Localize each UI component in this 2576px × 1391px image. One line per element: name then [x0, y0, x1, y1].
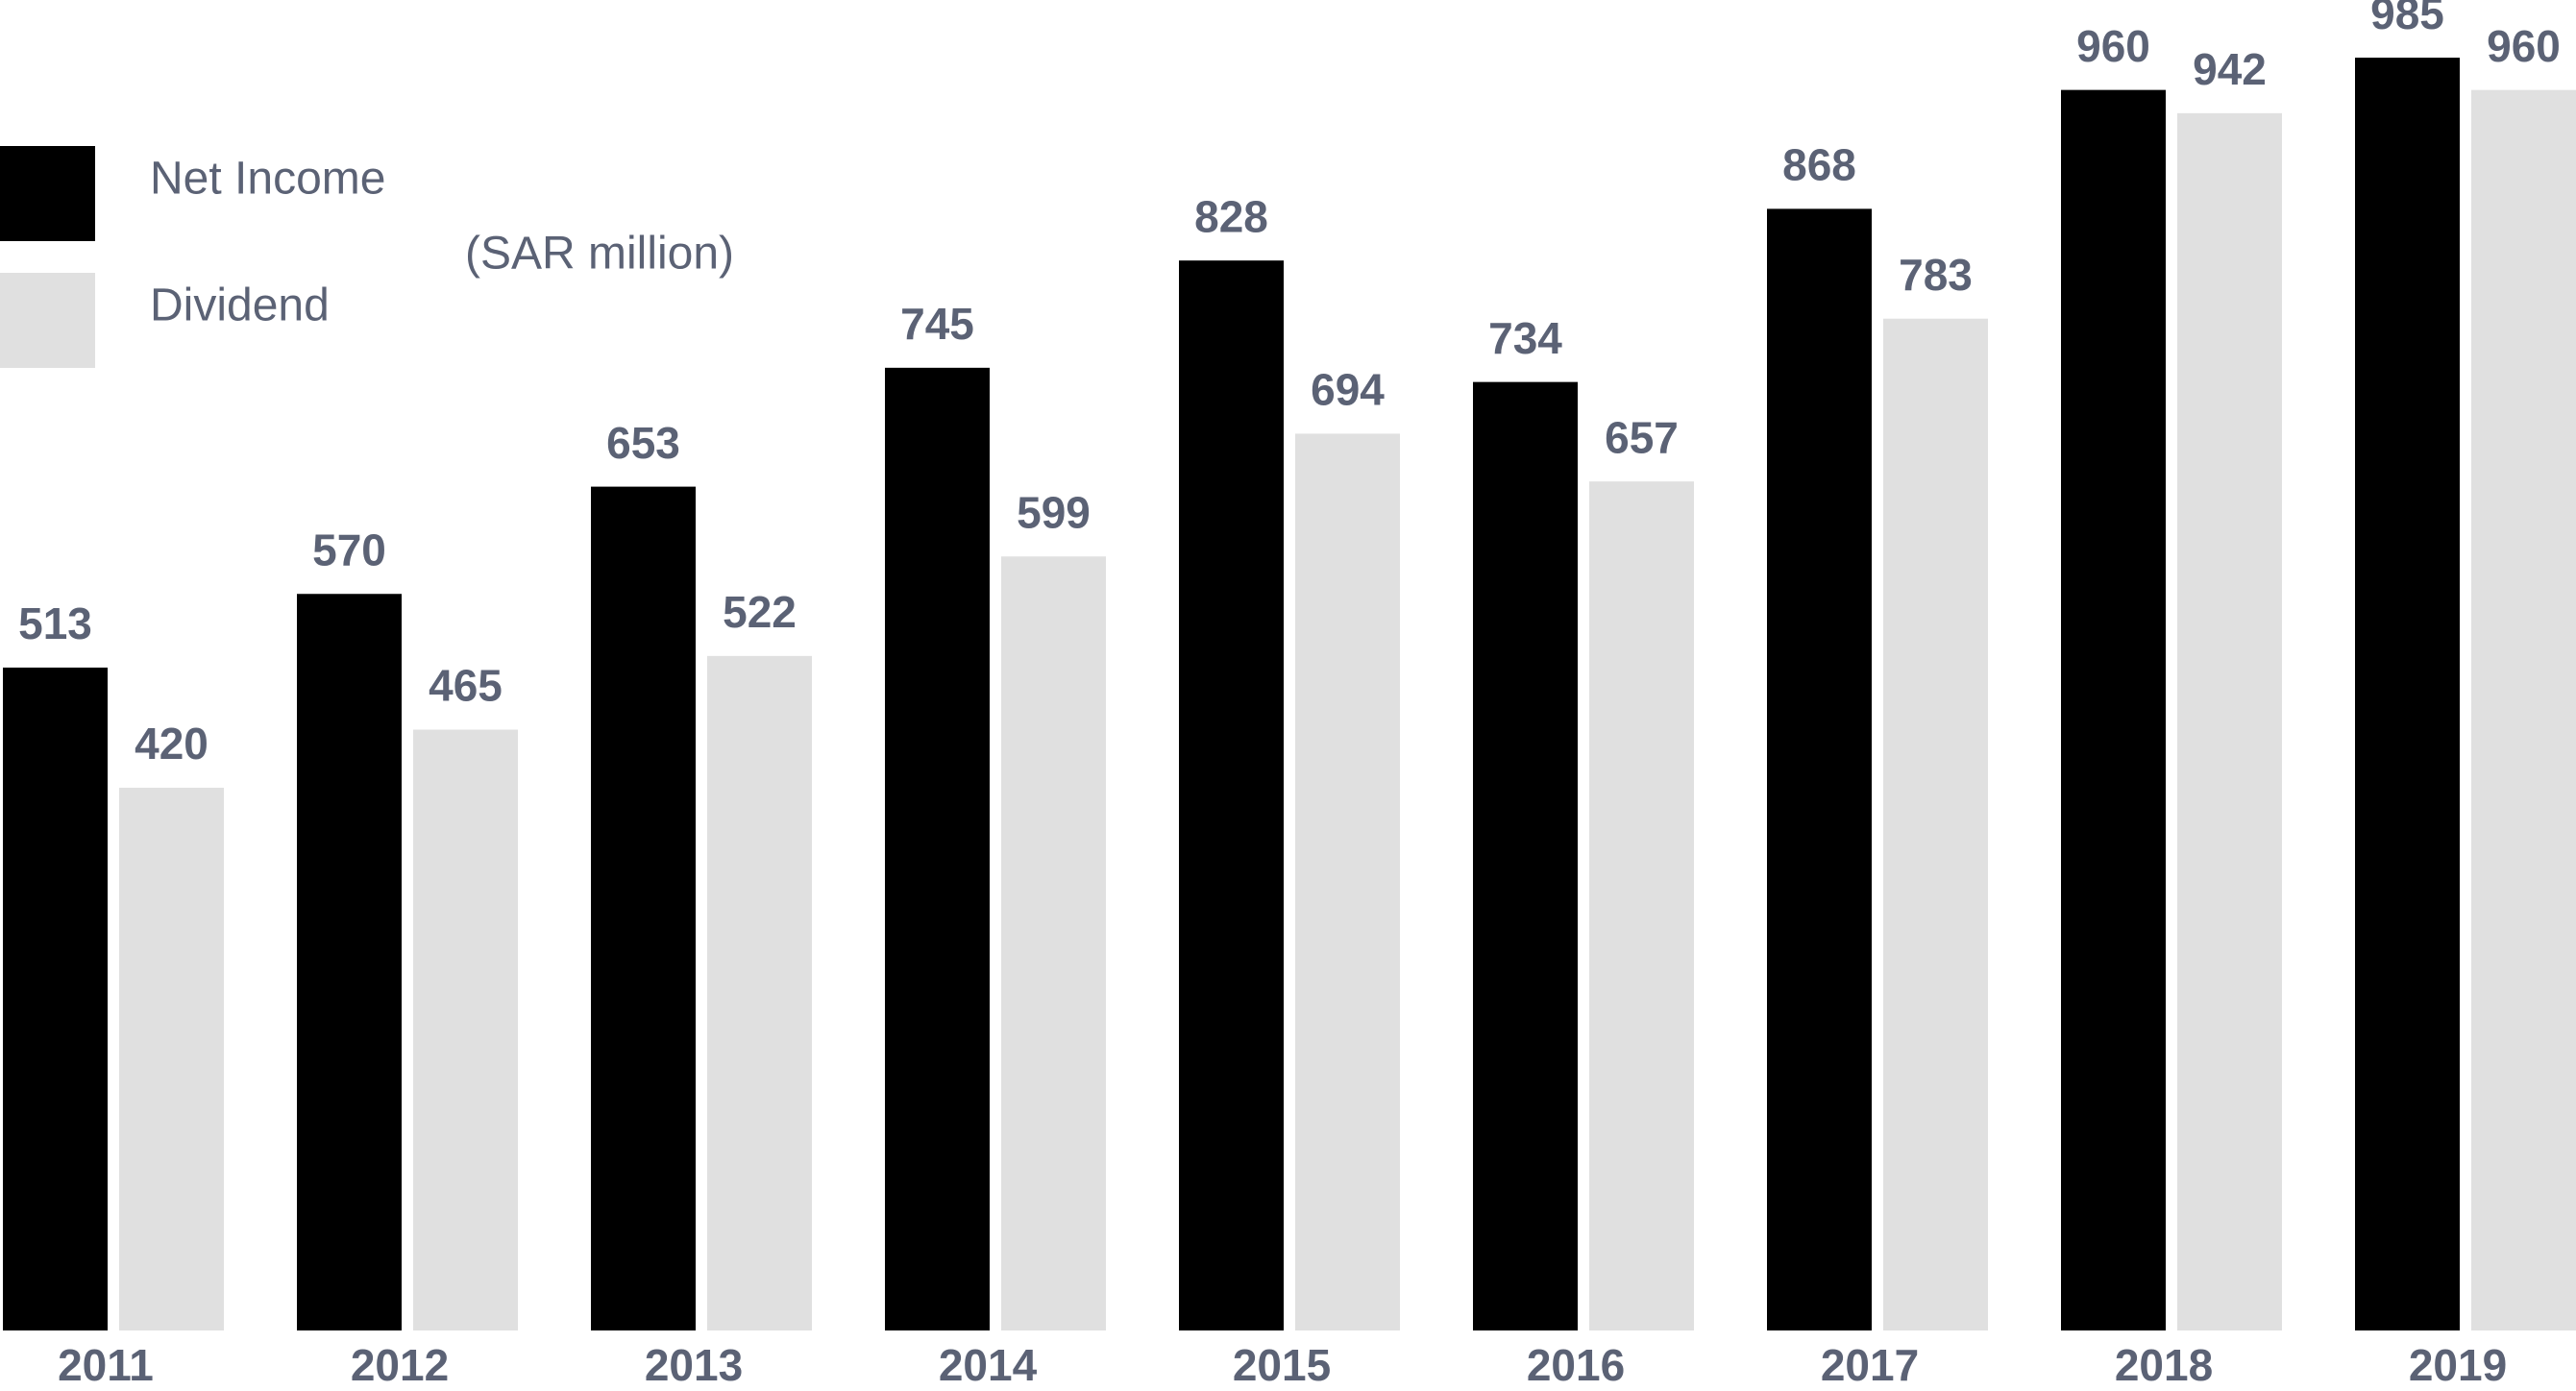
- bar: [2061, 89, 2166, 1331]
- bar: [2355, 58, 2460, 1330]
- value-label: 960: [2487, 21, 2561, 71]
- legend-label: Net Income: [150, 154, 385, 205]
- value-label: 694: [1311, 365, 1385, 415]
- bar: [119, 788, 224, 1330]
- value-label: 420: [135, 719, 209, 769]
- value-label: 465: [429, 661, 503, 711]
- value-label: 960: [2076, 21, 2150, 71]
- legend-swatch: [0, 273, 95, 368]
- bar: [1001, 556, 1106, 1330]
- bar: [1473, 381, 1578, 1330]
- value-label: 657: [1605, 412, 1679, 462]
- bar: [297, 594, 402, 1330]
- x-tick-label: 2019: [2409, 1340, 2507, 1390]
- bar: [591, 486, 696, 1330]
- value-label: 570: [312, 525, 386, 574]
- bar: [885, 367, 990, 1330]
- value-label: 985: [2370, 0, 2444, 38]
- bar: [1589, 481, 1694, 1330]
- value-label: 599: [1017, 487, 1091, 537]
- value-label: 745: [900, 299, 974, 349]
- value-label: 868: [1782, 140, 1856, 190]
- x-tick-label: 2013: [645, 1340, 743, 1390]
- x-tick-label: 2018: [2115, 1340, 2213, 1390]
- x-tick-label: 2015: [1233, 1340, 1331, 1390]
- legend-swatch: [0, 146, 95, 241]
- bar: [1883, 318, 1988, 1331]
- value-label: 734: [1488, 313, 1562, 363]
- chart-subtitle: (SAR million): [465, 229, 734, 280]
- value-label: 653: [606, 418, 680, 468]
- value-label: 522: [723, 587, 797, 637]
- legend-label: Dividend: [150, 281, 330, 331]
- x-tick-label: 2017: [1821, 1340, 1919, 1390]
- bar: [2177, 112, 2282, 1330]
- value-label: 828: [1194, 191, 1268, 241]
- x-tick-label: 2012: [351, 1340, 449, 1390]
- value-label: 783: [1899, 250, 1973, 300]
- value-label: 942: [2193, 44, 2267, 94]
- bar: [2471, 89, 2576, 1331]
- bar: [3, 667, 108, 1330]
- x-tick-label: 2014: [939, 1340, 1038, 1390]
- bar: [1295, 433, 1400, 1331]
- bar: [413, 729, 518, 1330]
- bar: [707, 655, 812, 1330]
- x-tick-label: 2011: [58, 1340, 154, 1390]
- bar: [1179, 260, 1284, 1331]
- x-tick-label: 2016: [1527, 1340, 1625, 1390]
- value-label: 513: [18, 598, 92, 648]
- bar: [1767, 208, 1872, 1331]
